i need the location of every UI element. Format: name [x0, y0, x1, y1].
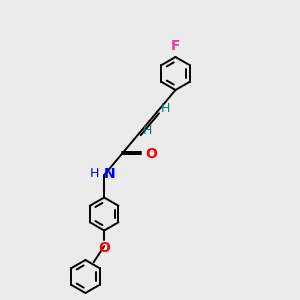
Text: H: H [89, 167, 99, 180]
Text: H: H [142, 124, 152, 137]
Text: H: H [161, 102, 170, 115]
Text: O: O [98, 241, 110, 255]
Text: F: F [171, 38, 180, 52]
Text: O: O [145, 147, 157, 161]
Text: N: N [103, 167, 115, 181]
